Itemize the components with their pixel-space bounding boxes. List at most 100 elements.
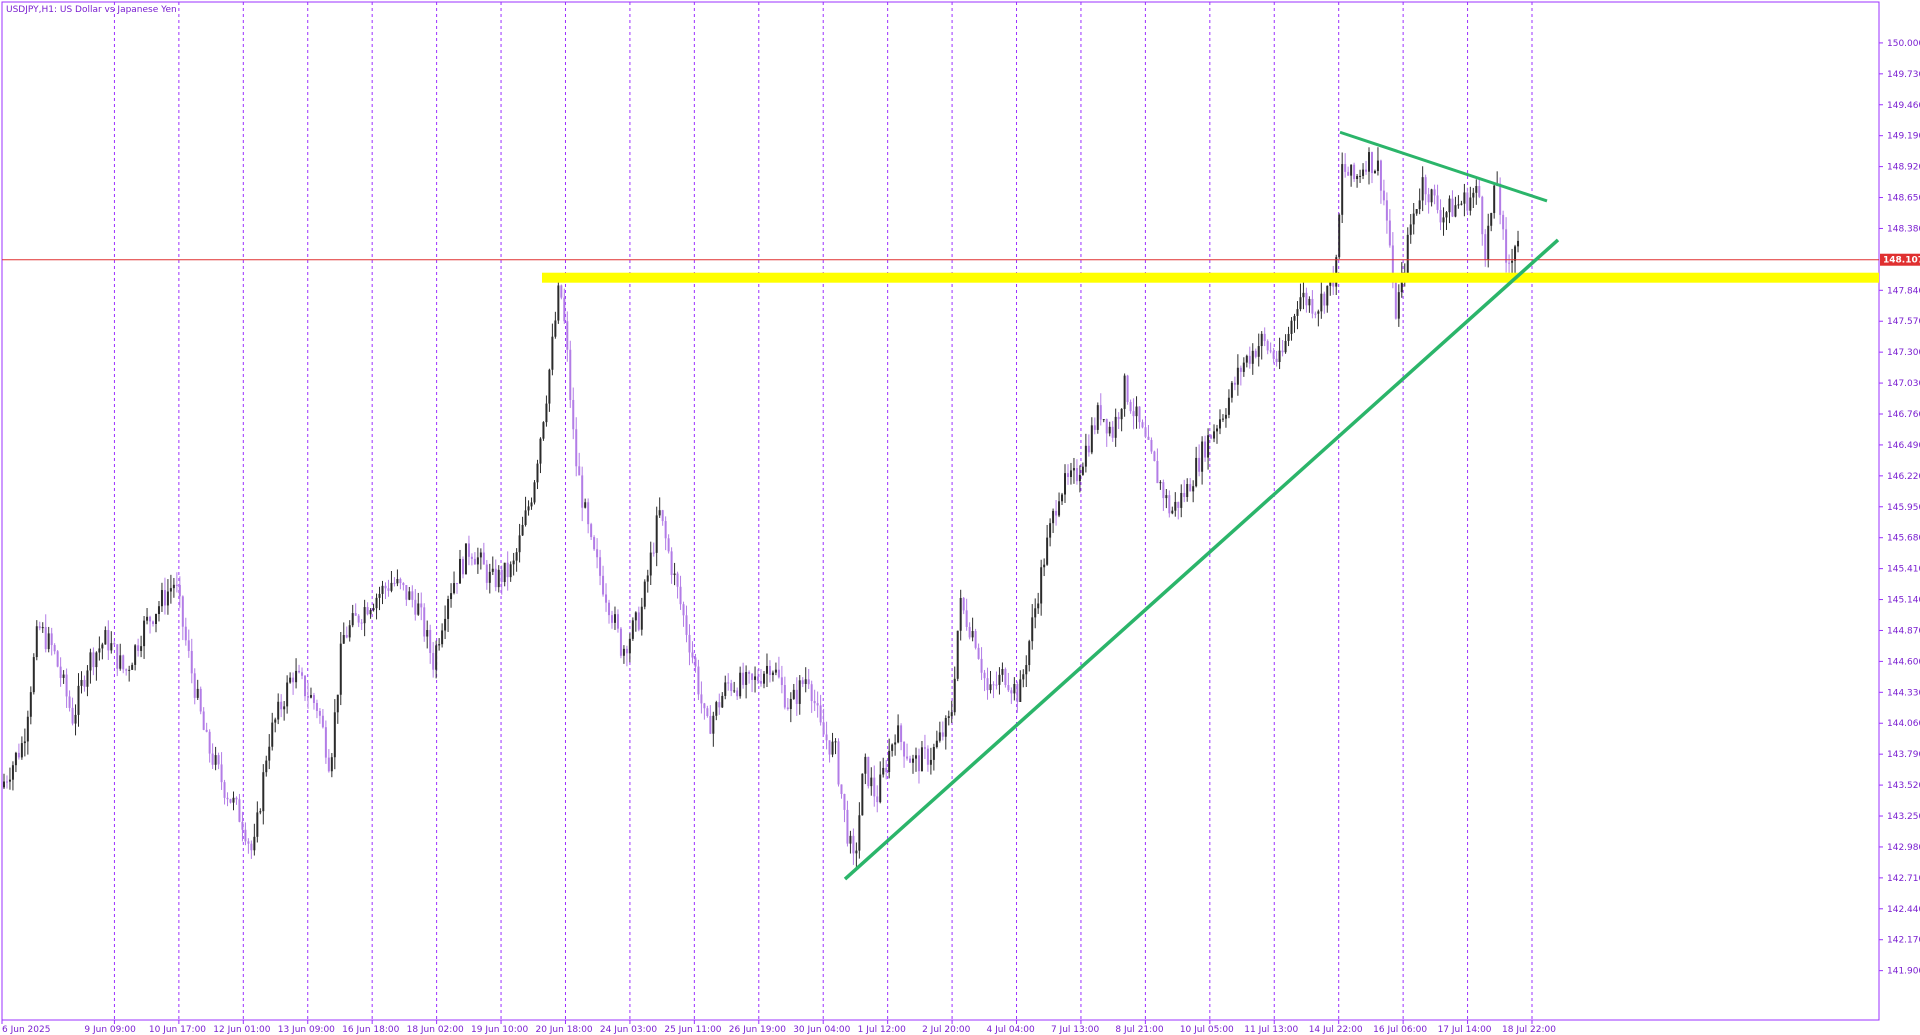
bull-candle (408, 591, 411, 600)
bull-candle (444, 618, 447, 631)
bear-candle (1168, 495, 1171, 514)
bear-candle (801, 680, 804, 684)
bull-candle (1180, 492, 1183, 508)
bull-candle (771, 672, 774, 676)
bull-candle (77, 685, 80, 715)
bull-candle (378, 593, 381, 598)
bull-candle (262, 772, 265, 812)
bull-candle (1362, 169, 1365, 176)
bull-candle (1400, 274, 1403, 293)
bear-candle (846, 809, 849, 844)
bull-candle (426, 630, 429, 637)
bear-candle (83, 679, 86, 687)
bear-candle (1314, 313, 1317, 315)
bull-candle (1445, 212, 1448, 218)
y-tick-label: 149.190 (1887, 132, 1920, 142)
bear-candle (679, 586, 682, 605)
bull-candle (1278, 350, 1281, 363)
bear-candle (1147, 436, 1150, 440)
bull-candle (879, 774, 882, 803)
bear-candle (1189, 484, 1192, 492)
bull-candle (1293, 315, 1296, 321)
bear-candle (1093, 425, 1096, 430)
bull-candle (1341, 164, 1344, 215)
bear-candle (926, 748, 929, 765)
bull-candle (86, 670, 89, 687)
bull-candle (441, 630, 444, 645)
price-axis: 150.000 149.730 149.460 149.190 148.920 148.6… (1879, 39, 1920, 977)
bear-candle (304, 675, 307, 697)
bull-candle (1493, 185, 1496, 214)
bull-candle (488, 571, 491, 583)
bull-candle (1296, 309, 1299, 316)
bear-candle (977, 647, 980, 659)
bull-candle (29, 692, 32, 717)
ascending-trendline (843, 238, 1560, 881)
bull-candle (724, 682, 727, 696)
bear-candle (163, 590, 166, 606)
bull-candle (1052, 510, 1055, 524)
x-tick-label: 17 Jul 14:00 (1438, 1025, 1492, 1035)
bull-candle (1019, 679, 1022, 702)
bear-candle (280, 701, 283, 710)
bull-candle (390, 582, 393, 591)
y-tick-label: 146.490 (1887, 441, 1920, 451)
bull-candle (253, 836, 256, 851)
bear-candle (1066, 473, 1069, 477)
bull-candle (739, 672, 742, 697)
bull-candle (104, 630, 107, 645)
bear-candle (229, 799, 232, 803)
bear-candle (1439, 209, 1442, 223)
bull-candle (339, 643, 342, 695)
bear-candle (703, 703, 706, 709)
bear-candle (1233, 382, 1236, 385)
current-price-tag (1880, 253, 1920, 266)
bull-candle (336, 694, 339, 713)
bull-candle (369, 610, 372, 615)
bear-candle (68, 696, 71, 708)
bull-candle (959, 597, 962, 631)
bear-candle (205, 729, 208, 732)
bear-candle (1502, 214, 1505, 230)
bear-candle (92, 652, 95, 668)
bull-candle (458, 558, 461, 584)
bull-candle (1034, 608, 1037, 618)
bear-candle (885, 767, 888, 773)
bull-candle (98, 648, 101, 653)
bull-candle (861, 773, 864, 816)
bear-candle (324, 727, 327, 758)
bear-candle (301, 672, 304, 676)
bull-candle (1049, 523, 1052, 538)
bull-candle (110, 643, 113, 651)
x-tick-label: 26 Jun 19:00 (729, 1025, 786, 1035)
bull-candle (1412, 213, 1415, 225)
bear-candle (387, 588, 390, 591)
bear-candle (751, 673, 754, 680)
bull-candle (1040, 567, 1043, 604)
bull-candle (894, 742, 897, 745)
bull-candle (1072, 468, 1075, 471)
bull-candle (1078, 474, 1081, 482)
bull-candle (160, 590, 163, 607)
bear-candle (566, 321, 569, 350)
bull-candle (1207, 435, 1210, 458)
bull-candle (363, 607, 366, 624)
bear-candle (122, 655, 125, 670)
bear-candle (432, 652, 435, 670)
bear-candle (1311, 298, 1314, 314)
bear-candle (235, 797, 238, 800)
bull-candle (518, 535, 521, 553)
bear-candle (1365, 169, 1368, 172)
bull-candle (3, 781, 5, 788)
bull-candle (1460, 203, 1463, 205)
bear-candle (965, 610, 968, 627)
bear-candle (354, 613, 357, 616)
bear-candle (843, 794, 846, 810)
bull-candle (283, 706, 286, 710)
bear-candle (923, 747, 926, 749)
bull-candle (453, 583, 456, 594)
bull-candle (1028, 641, 1031, 666)
bull-candle (715, 702, 718, 716)
bull-candle (1421, 177, 1424, 201)
